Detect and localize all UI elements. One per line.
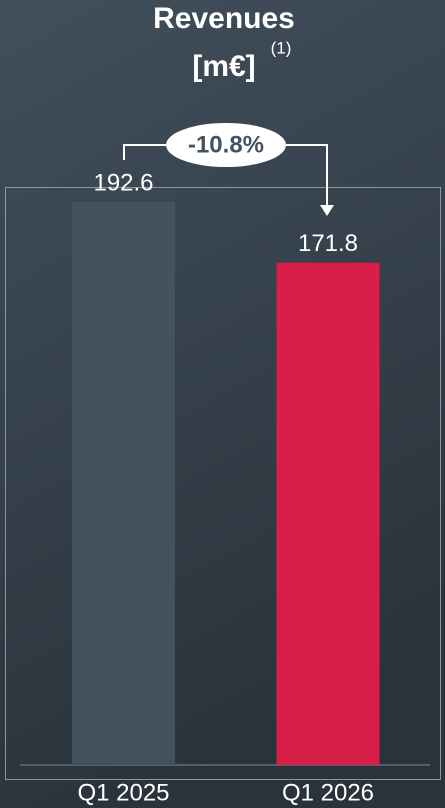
plot-frame bbox=[5, 187, 441, 780]
bracket-right bbox=[286, 144, 328, 207]
value-label: 171.8 bbox=[298, 230, 358, 257]
bracket-left bbox=[123, 144, 166, 160]
footnote-marker: (1) bbox=[271, 38, 292, 57]
x-tick-label: Q1 2025 bbox=[77, 779, 169, 806]
arrow-head bbox=[320, 205, 334, 216]
bar bbox=[276, 262, 380, 765]
annotation: -10.8% bbox=[188, 131, 264, 158]
chart-unit: [m€] bbox=[192, 50, 255, 83]
value-label: 192.6 bbox=[93, 169, 153, 196]
chart-title: Revenues bbox=[153, 2, 295, 35]
x-tick-label: Q1 2026 bbox=[282, 779, 374, 806]
annotation-bubble bbox=[166, 123, 286, 167]
bar bbox=[72, 201, 175, 766]
